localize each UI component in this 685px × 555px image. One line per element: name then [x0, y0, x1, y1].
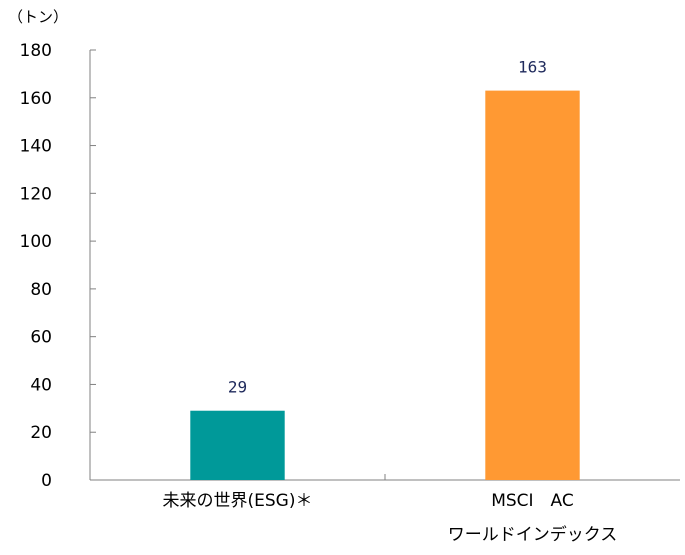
y-tick-label: 120 [20, 184, 52, 204]
data-label: 163 [518, 58, 547, 77]
bars [190, 90, 580, 480]
y-tick-label: 40 [30, 375, 52, 395]
bar [485, 90, 580, 480]
x-category-label: 未来の世界(ESG)＊ [163, 491, 313, 511]
y-tick-label: 160 [20, 89, 52, 109]
y-tick-label: 20 [30, 423, 52, 443]
y-tick-label: 100 [20, 232, 52, 252]
x-axis [90, 474, 680, 481]
y-tick-label: 80 [30, 280, 52, 300]
data-label: 29 [228, 378, 247, 397]
y-tick-label: 0 [41, 471, 52, 491]
x-category-label: MSCI AC [491, 491, 574, 511]
y-tick-label: 180 [20, 41, 52, 61]
category-labels: 未来の世界(ESG)＊ MSCI AC ワールドインデックス [163, 491, 618, 545]
bar [190, 410, 285, 480]
y-axis-unit-label: （トン） [8, 8, 68, 26]
x-category-label: ワールドインデックス [448, 524, 618, 545]
y-tick-label: 140 [20, 137, 52, 157]
y-tick-label: 60 [30, 328, 52, 348]
data-labels: 29 163 [228, 58, 547, 397]
y-axis: 0 20 40 60 80 100 120 140 160 180 [20, 41, 96, 491]
